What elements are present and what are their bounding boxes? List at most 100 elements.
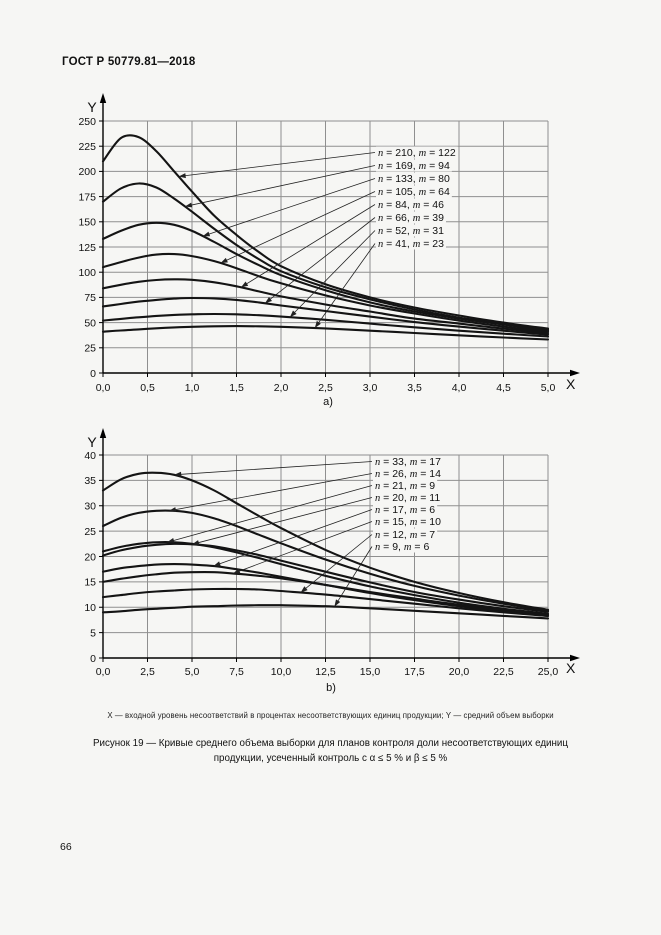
figure-caption-line2: продукции, усеченный контроль с α ≤ 5 % … bbox=[213, 753, 448, 764]
x-tick-label: 22,5 bbox=[493, 666, 514, 678]
legend-item-label: n = 12, m = 7 bbox=[375, 529, 435, 541]
legend-item-background bbox=[373, 528, 438, 541]
legend-leader-arrow-icon bbox=[167, 538, 175, 543]
y-tick-label: 100 bbox=[78, 267, 96, 279]
y-axis-label: Y bbox=[87, 434, 97, 450]
legend-leader-arrow-icon bbox=[334, 599, 341, 607]
y-tick-label: 0 bbox=[90, 653, 96, 665]
x-tick-label: 17,5 bbox=[404, 666, 425, 678]
y-axis-arrow-icon bbox=[99, 428, 107, 438]
figure-caption-line1: Рисунок 19 — Кривые среднего объема выбо… bbox=[92, 738, 569, 749]
legend-leader-line bbox=[196, 497, 373, 544]
legend-item-background bbox=[376, 237, 446, 250]
legend-leader-line bbox=[336, 546, 373, 603]
x-tick-label: 15,0 bbox=[360, 666, 381, 678]
legend-item-background bbox=[376, 224, 446, 237]
curve-n133-m80 bbox=[101, 221, 550, 332]
legend-item-label: n = 17, m = 6 bbox=[375, 504, 435, 516]
subfigure-label-b: b) bbox=[326, 682, 336, 694]
x-tick-label: 0,5 bbox=[140, 382, 155, 394]
figure-caption: Рисунок 19 — Кривые среднего объема выбо… bbox=[70, 736, 591, 766]
legend-leader-arrow-icon bbox=[300, 586, 308, 593]
y-tick-label: 125 bbox=[78, 242, 96, 254]
legend-item-label: n = 105, m = 64 bbox=[378, 186, 450, 198]
y-tick-label: 40 bbox=[84, 450, 96, 462]
x-tick-label: 0,0 bbox=[96, 666, 111, 678]
legend-item-label: n = 133, m = 80 bbox=[378, 173, 450, 185]
legend-item-background bbox=[376, 172, 452, 185]
y-tick-label: 35 bbox=[84, 475, 96, 487]
x-tick-label: 2,5 bbox=[140, 666, 155, 678]
legend-leader-line bbox=[207, 178, 376, 235]
legend-leader-arrow-icon bbox=[184, 202, 193, 208]
legend-leader-line bbox=[217, 509, 373, 565]
chart-a: 0,0 0,5 1,0 1,5 2,0 2,5 3,0 3,5 4,0 4,5 5,0 0 25 50 75… bbox=[78, 93, 580, 408]
legend-item-label: n = 20, m = 11 bbox=[375, 492, 440, 504]
curve-n15-m10 bbox=[101, 571, 550, 616]
legend-item-background bbox=[376, 198, 446, 211]
legend-item-label: n = 9, m = 6 bbox=[375, 541, 429, 553]
y-tick-label: 25 bbox=[84, 343, 96, 355]
legend-item-background bbox=[373, 540, 432, 553]
x-tick-label: 1,0 bbox=[185, 382, 200, 394]
legend-leader-line bbox=[244, 204, 376, 286]
y-tick-label: 5 bbox=[90, 627, 96, 639]
legend-item-label: n = 26, m = 14 bbox=[375, 468, 441, 480]
axis-definition-note: X — входной уровень несоответствий в про… bbox=[107, 711, 554, 720]
legend-item-label: n = 52, m = 31 bbox=[378, 225, 444, 237]
legend-item-background bbox=[373, 503, 438, 516]
y-tick-label: 50 bbox=[84, 317, 96, 329]
legend-leader-line bbox=[268, 217, 376, 301]
legend-leader-arrow-icon bbox=[192, 540, 200, 545]
y-tick-label: 150 bbox=[78, 217, 96, 229]
x-axis-label: X bbox=[566, 660, 576, 676]
curve-n9-m6 bbox=[101, 604, 550, 620]
legend-leader-line bbox=[171, 485, 373, 542]
curve-n105-m64 bbox=[101, 252, 550, 333]
y-tick-label: 30 bbox=[84, 501, 96, 513]
legend-leader-arrow-icon bbox=[213, 561, 221, 567]
x-tick-label: 5,0 bbox=[541, 382, 556, 394]
curve-n17-m6 bbox=[101, 563, 550, 617]
legend-item-label: n = 41, m = 23 bbox=[378, 238, 444, 250]
curve-n169-m94 bbox=[101, 182, 550, 331]
legend-item-label: n = 210, m = 122 bbox=[378, 147, 456, 159]
y-axis-arrow-icon bbox=[99, 93, 107, 103]
legend-leader-arrow-icon bbox=[178, 173, 186, 179]
legend-leader-arrow-icon bbox=[314, 320, 321, 329]
curve-n20-m11 bbox=[101, 542, 550, 613]
y-tick-label: 20 bbox=[84, 551, 96, 563]
curve-n66-m39 bbox=[101, 296, 550, 336]
x-axis-label: X bbox=[566, 376, 576, 392]
document-title: ГОСТ Р 50779.81—2018 bbox=[62, 56, 196, 68]
legend-leader-arrow-icon bbox=[174, 471, 182, 477]
x-tick-label: 25,0 bbox=[538, 666, 559, 678]
x-tick-label: 20,0 bbox=[449, 666, 470, 678]
legend-leaders bbox=[178, 152, 376, 329]
curve-n26-m14 bbox=[101, 509, 550, 612]
curve-n84-m46 bbox=[101, 278, 550, 335]
legend-leader-line bbox=[224, 191, 376, 262]
legend-item-label: n = 169, m = 94 bbox=[378, 160, 450, 172]
page-number: 66 bbox=[60, 841, 72, 853]
legend: n = 33, m = 17n = 26, m = 14n = 21, m = … bbox=[373, 455, 443, 553]
legend-item-label: n = 15, m = 10 bbox=[375, 516, 441, 528]
curve-n41-m23 bbox=[101, 325, 550, 341]
legend-item-background bbox=[373, 479, 438, 492]
x-tick-label: 3,0 bbox=[363, 382, 378, 394]
legend-item-background bbox=[376, 211, 446, 224]
legend-item-label: n = 84, m = 46 bbox=[378, 199, 444, 211]
axes: 0,0 2,5 5,0 7,5 10,0 12,5 15,0 17,5 20,0 22,5 25,0… bbox=[84, 428, 580, 678]
x-tick-label: 12,5 bbox=[315, 666, 336, 678]
legend-leader-arrow-icon bbox=[232, 568, 241, 574]
curve-n52-m31 bbox=[101, 312, 550, 338]
curve-n21-m9 bbox=[101, 541, 550, 615]
curves bbox=[101, 134, 550, 341]
legend-leader-arrow-icon bbox=[289, 310, 297, 318]
y-tick-label: 225 bbox=[78, 141, 96, 153]
curve-n210-m122 bbox=[101, 134, 550, 330]
legend-leader-line bbox=[189, 165, 376, 206]
x-tick-label: 4,5 bbox=[496, 382, 511, 394]
y-tick-label: 250 bbox=[78, 116, 96, 128]
